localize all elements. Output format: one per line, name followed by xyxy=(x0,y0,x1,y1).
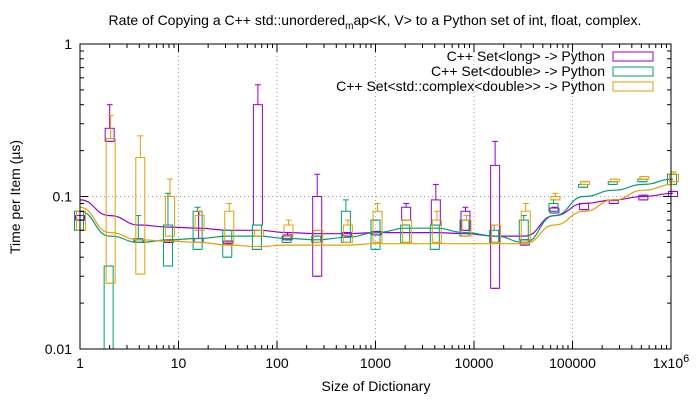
x-axis-label: Size of Dictionary xyxy=(322,378,431,394)
series-1-curve xyxy=(79,178,674,244)
box xyxy=(550,196,561,201)
box xyxy=(491,224,502,243)
box xyxy=(520,210,531,243)
series-2 xyxy=(76,114,680,284)
box xyxy=(609,178,620,183)
chart-title-subscript: m xyxy=(345,21,353,32)
y-tick-label: 0.01 xyxy=(45,341,72,357)
box xyxy=(164,196,175,237)
box xyxy=(283,224,294,237)
box xyxy=(74,210,84,231)
box xyxy=(103,265,114,350)
box xyxy=(252,104,263,226)
y-tick-label: 1 xyxy=(64,36,72,52)
box xyxy=(669,173,680,183)
series-0-curve xyxy=(79,192,674,237)
box xyxy=(461,219,472,237)
y-axis-label: Time per Item (µs) xyxy=(7,140,23,254)
box xyxy=(342,224,353,243)
box xyxy=(104,127,115,142)
box xyxy=(431,219,442,243)
series-2-curve xyxy=(79,183,674,248)
box xyxy=(194,215,205,231)
box xyxy=(105,138,116,284)
x-tick-label: 1 xyxy=(76,355,84,371)
series-layer xyxy=(74,84,680,350)
x-tick-label: 10 xyxy=(171,355,187,371)
x-tick-label-last: 1x106 xyxy=(653,353,689,371)
box xyxy=(580,181,591,185)
x-tick-label-base: 1x10 xyxy=(653,355,684,371)
box xyxy=(224,210,235,243)
x-tick-label: 10000 xyxy=(455,355,494,371)
chart-title-main: Rate of Copying a C++ std::unordered xyxy=(109,12,346,28)
box xyxy=(460,210,471,231)
box xyxy=(579,202,590,211)
legend-label: C++ Set<double> -> Python xyxy=(431,63,605,79)
box xyxy=(548,202,559,212)
x-tick-label: 100 xyxy=(265,355,289,371)
legend-swatch xyxy=(612,66,654,77)
box xyxy=(429,224,440,250)
box xyxy=(549,207,560,214)
x-tick-label-exponent: 6 xyxy=(683,353,689,365)
box xyxy=(253,229,264,237)
legend-swatch xyxy=(612,81,654,92)
box xyxy=(313,229,324,243)
chart-title-rest: ap<K, V> to a Python set of int, float, … xyxy=(353,12,641,28)
box xyxy=(638,194,649,201)
x-tick-label: 1000 xyxy=(360,355,391,371)
box xyxy=(639,176,650,180)
box xyxy=(608,200,619,204)
box xyxy=(402,219,413,243)
box xyxy=(370,219,381,250)
box xyxy=(490,164,501,289)
legend-swatch xyxy=(612,51,654,62)
box xyxy=(135,157,146,275)
box xyxy=(341,232,352,237)
x-tick-label: 100000 xyxy=(549,355,596,371)
box xyxy=(372,210,383,243)
legend-label: C++ Set<std::complex<double>> -> Python xyxy=(336,78,605,94)
y-tick-label: 0.1 xyxy=(53,189,73,205)
grid-lines xyxy=(80,44,671,349)
box xyxy=(518,219,529,241)
box xyxy=(162,224,173,267)
box xyxy=(222,229,233,258)
box xyxy=(251,224,262,250)
axis-ticks: 1 10 100 1000 10000 100000 1x106 0.01 0.1 1 xyxy=(45,36,689,371)
chart-title: Rate of Copying a C++ std::unorderedmap<… xyxy=(109,12,642,32)
box xyxy=(401,206,412,221)
box xyxy=(282,234,293,241)
box xyxy=(76,210,86,231)
legend-label: C++ Set<long> -> Python xyxy=(447,48,605,64)
